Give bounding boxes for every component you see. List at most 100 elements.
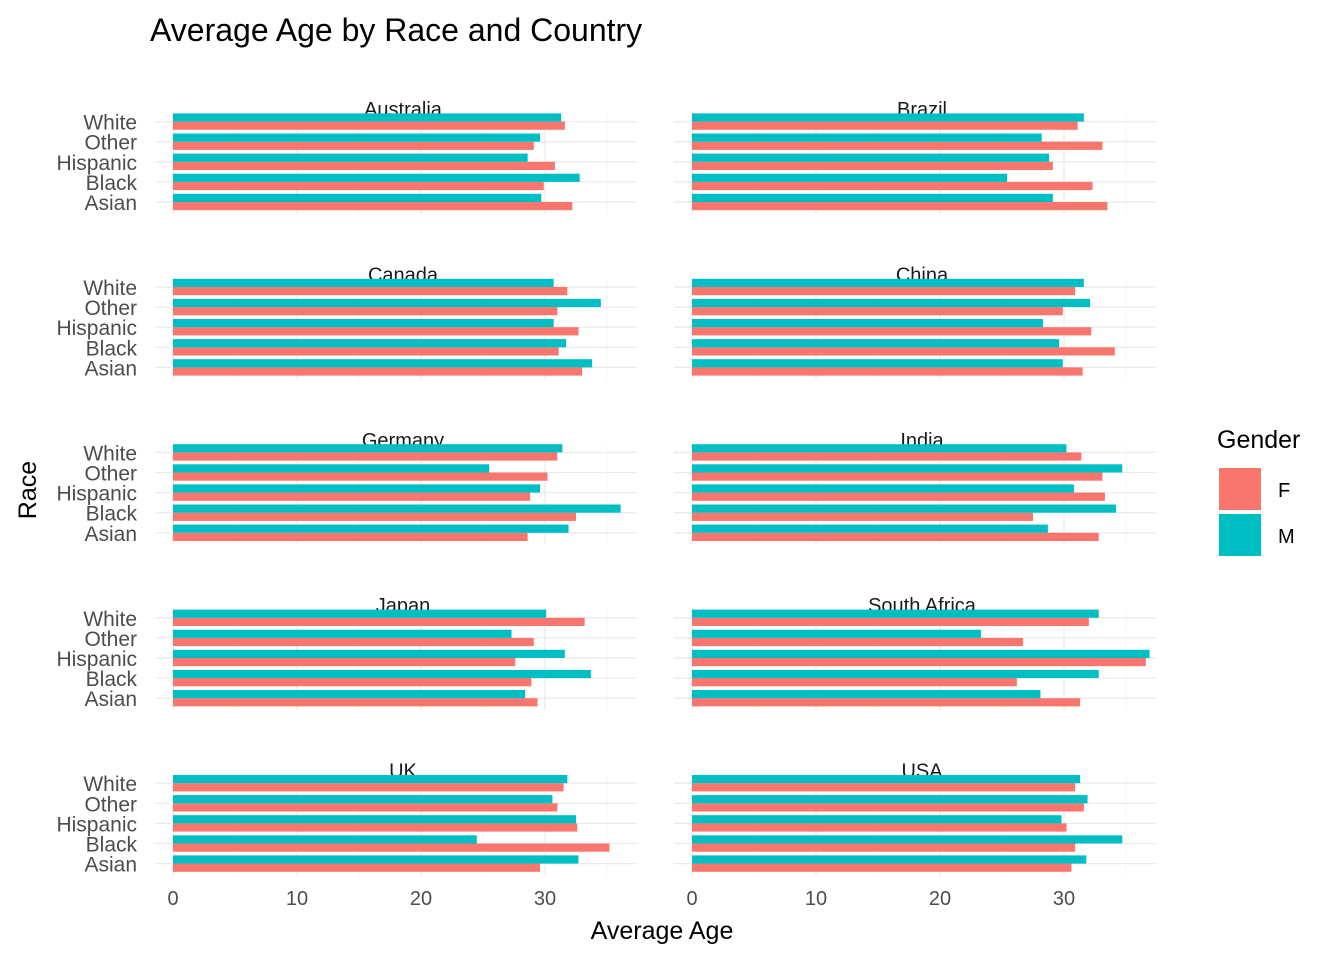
- bar-canada-hispanic-m: [173, 319, 554, 328]
- bar-germany-white-m: [173, 444, 563, 453]
- y-tick-label: Black: [86, 503, 138, 526]
- bar-uk-white-f: [173, 783, 564, 792]
- y-tick-label: Hispanic: [56, 317, 137, 340]
- y-tick-label: Hispanic: [56, 648, 137, 671]
- bar-china-asian-m: [692, 359, 1063, 368]
- x-tick-label: 20: [929, 888, 951, 910]
- legend-title: Gender: [1217, 426, 1300, 454]
- bar-uk-other-m: [173, 795, 553, 804]
- bar-australia-asian-f: [173, 202, 573, 211]
- bar-south-africa-other-f: [692, 637, 1024, 647]
- bar-canada-asian-f: [173, 367, 583, 376]
- bar-brazil-white-f: [692, 121, 1078, 130]
- y-tick-label: Asian: [84, 523, 137, 546]
- panel-india: India: [674, 430, 1156, 545]
- bar-canada-black-f: [173, 347, 559, 356]
- bar-china-black-f: [692, 347, 1115, 356]
- bar-usa-asian-f: [692, 863, 1072, 872]
- bar-china-white-m: [692, 278, 1084, 287]
- x-tick-label: 10: [805, 888, 827, 910]
- bar-china-asian-f: [692, 367, 1083, 376]
- bar-canada-other-f: [173, 307, 558, 316]
- bar-uk-white-m: [173, 775, 568, 784]
- bar-south-africa-other-m: [692, 629, 981, 638]
- bar-brazil-black-f: [692, 181, 1093, 191]
- y-tick-label: Other: [84, 793, 137, 816]
- bar-japan-asian-m: [173, 690, 526, 699]
- bar-japan-other-f: [173, 637, 534, 647]
- bar-usa-hispanic-m: [692, 815, 1062, 824]
- bar-south-africa-black-f: [692, 678, 1017, 687]
- bar-germany-hispanic-f: [173, 492, 531, 501]
- bar-usa-black-f: [692, 843, 1076, 852]
- bar-india-asian-m: [692, 524, 1048, 533]
- bar-south-africa-black-m: [692, 669, 1099, 679]
- bar-usa-hispanic-f: [692, 823, 1067, 832]
- bar-usa-other-m: [692, 795, 1088, 804]
- y-tick-label: Black: [86, 668, 138, 691]
- y-tick-label: Asian: [84, 854, 137, 877]
- bar-india-other-m: [692, 464, 1123, 473]
- bar-australia-hispanic-f: [173, 161, 555, 170]
- bar-uk-hispanic-m: [173, 815, 576, 824]
- y-tick-label: Hispanic: [56, 152, 137, 175]
- y-tick-label: Hispanic: [56, 483, 137, 506]
- y-tick-label: Other: [84, 132, 137, 155]
- y-tick-label: Asian: [84, 357, 137, 380]
- bar-south-africa-hispanic-f: [692, 658, 1146, 667]
- legend-label-f: F: [1278, 480, 1290, 502]
- bar-india-other-f: [692, 472, 1103, 481]
- x-tick-label: 10: [286, 888, 308, 910]
- bar-germany-black-f: [173, 512, 576, 521]
- bar-japan-white-m: [173, 609, 547, 618]
- bar-brazil-asian-f: [692, 202, 1108, 211]
- bar-australia-black-m: [173, 173, 580, 182]
- bar-japan-hispanic-m: [173, 649, 565, 658]
- bar-germany-other-f: [173, 472, 548, 481]
- bar-japan-black-f: [173, 678, 532, 687]
- bar-south-africa-hispanic-m: [692, 649, 1150, 658]
- bar-china-black-m: [692, 339, 1060, 348]
- bar-canada-hispanic-f: [173, 327, 579, 336]
- y-tick-label: Black: [86, 172, 138, 195]
- y-axis-title: Race: [14, 461, 42, 519]
- bar-south-africa-white-m: [692, 609, 1099, 618]
- y-tick-label: Other: [84, 628, 137, 651]
- bar-india-white-m: [692, 444, 1067, 453]
- bar-india-black-f: [692, 512, 1033, 521]
- y-tick-label: Asian: [84, 688, 137, 711]
- bar-japan-asian-f: [173, 698, 538, 707]
- x-tick-label: 30: [534, 888, 556, 910]
- bar-uk-black-m: [173, 835, 477, 844]
- bar-canada-asian-m: [173, 359, 593, 368]
- legend-label-m: M: [1278, 526, 1295, 548]
- bar-south-africa-asian-m: [692, 690, 1041, 699]
- bar-canada-white-f: [173, 287, 568, 296]
- y-tick-label: Black: [86, 834, 138, 857]
- y-tick-label: White: [83, 277, 137, 300]
- y-tick-label: Hispanic: [56, 813, 137, 836]
- bar-uk-black-f: [173, 843, 610, 852]
- y-tick-label: White: [83, 442, 137, 465]
- bar-india-hispanic-f: [692, 492, 1105, 501]
- y-tick-label: Other: [84, 297, 137, 320]
- bar-india-hispanic-m: [692, 484, 1074, 493]
- y-tick-label: White: [83, 773, 137, 796]
- bar-canada-black-m: [173, 339, 567, 348]
- bar-brazil-black-m: [692, 173, 1007, 182]
- bar-australia-white-f: [173, 121, 565, 130]
- bar-japan-other-m: [173, 629, 512, 638]
- legend: Gender F M: [1217, 426, 1300, 556]
- bar-usa-white-f: [692, 783, 1076, 792]
- y-tick-label: White: [83, 112, 137, 135]
- bar-australia-other-m: [173, 133, 541, 142]
- bar-india-black-m: [692, 504, 1117, 513]
- x-tick-label: 0: [167, 888, 178, 910]
- bar-usa-other-f: [692, 803, 1084, 812]
- y-tick-label: Asian: [84, 192, 137, 215]
- bar-germany-asian-f: [173, 532, 528, 541]
